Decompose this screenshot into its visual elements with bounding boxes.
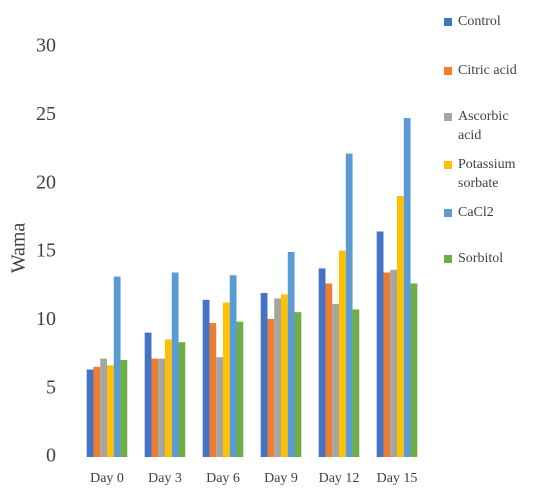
bar <box>260 293 268 457</box>
x-tick-label: Day 9 <box>264 471 298 486</box>
x-tick-label: Day 6 <box>206 471 240 486</box>
bar <box>86 369 94 457</box>
legend-swatch <box>444 255 452 263</box>
bar <box>178 342 186 457</box>
bar <box>165 339 172 457</box>
bar <box>202 299 210 457</box>
y-tick-label: 15 <box>36 240 56 262</box>
bar <box>158 358 165 457</box>
bar <box>113 276 121 457</box>
bar <box>274 298 281 457</box>
bar <box>223 302 230 457</box>
bar <box>236 321 244 457</box>
bar <box>281 294 288 457</box>
bar <box>294 312 302 457</box>
bar <box>151 358 159 457</box>
bar <box>216 357 223 457</box>
y-axis-label: Wama <box>8 223 30 274</box>
bar <box>267 318 275 457</box>
bar <box>325 283 333 457</box>
legend-label: Sorbitol <box>458 251 503 266</box>
bar <box>209 323 217 457</box>
y-tick-label: 20 <box>36 171 56 193</box>
legend-swatch <box>444 18 452 26</box>
x-tick-label: Day 15 <box>377 471 418 486</box>
x-tick-label: Day 12 <box>319 471 360 486</box>
legend-swatch <box>444 67 452 75</box>
bar <box>107 365 114 457</box>
legend-label: Potassium sorbate <box>458 157 519 191</box>
legend-swatch <box>444 113 452 121</box>
bar <box>376 231 384 457</box>
legend-swatch <box>444 209 452 217</box>
y-tick-label: 0 <box>46 445 56 467</box>
y-tick-label: 30 <box>36 35 56 57</box>
bar <box>390 269 397 457</box>
bar <box>287 252 295 457</box>
bar <box>339 250 346 457</box>
bar <box>93 366 101 457</box>
bar <box>229 275 237 457</box>
bar <box>410 283 418 457</box>
bar <box>352 309 360 457</box>
bar <box>397 195 404 457</box>
bar <box>383 272 391 457</box>
y-tick-label: 5 <box>46 376 56 398</box>
y-tick-label: 25 <box>36 103 56 125</box>
legend-label: Ascorbic acid <box>458 109 512 143</box>
bar <box>100 358 107 457</box>
bar <box>403 118 411 458</box>
bar <box>171 272 179 457</box>
x-tick-label: Day 3 <box>148 471 182 486</box>
x-tick-label: Day 0 <box>90 471 124 486</box>
bar <box>318 268 326 457</box>
bar <box>120 359 128 457</box>
bar <box>332 303 339 457</box>
legend-swatch <box>444 161 452 169</box>
bar <box>345 153 353 457</box>
legend-label: Control <box>458 14 501 29</box>
bar <box>144 332 152 457</box>
legend-label: CaCl2 <box>458 205 494 220</box>
legend-label: Citric acid <box>458 63 517 78</box>
y-tick-label: 10 <box>36 308 56 330</box>
